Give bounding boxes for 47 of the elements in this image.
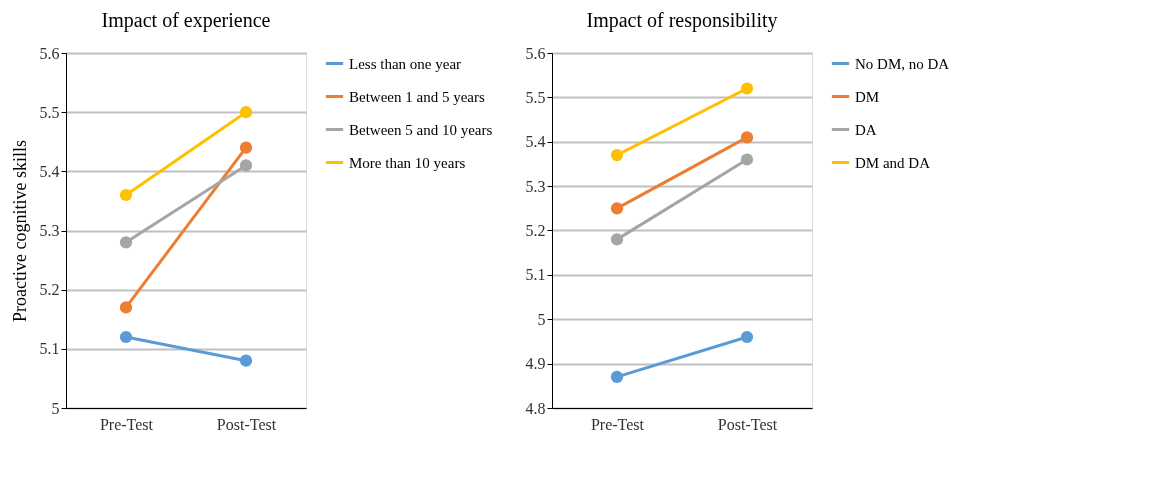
point (239, 106, 253, 119)
legend-label: DM and DA (855, 154, 931, 171)
y-tick-label: 4.9 (525, 355, 546, 373)
legend-label: More than 10 years (349, 154, 466, 171)
y-tick-label: 5.3 (525, 177, 546, 195)
y-axis-title: Proactive cognitive skills (9, 140, 30, 322)
y-tick-label: 5.6 (39, 44, 60, 62)
point (119, 236, 133, 249)
point (239, 354, 253, 367)
legend-label: DA (855, 121, 877, 138)
chart-title: Impact of responsibility (586, 9, 778, 32)
y-tick-label: 5.6 (525, 44, 546, 62)
point (610, 233, 624, 246)
legend-label: DM (855, 88, 880, 105)
x-tick-label: Pre-Test (590, 415, 645, 433)
point (239, 159, 253, 172)
x-tick-label: Pre-Test (99, 415, 154, 433)
point (119, 188, 133, 202)
chart-title: Impact of experience (101, 9, 271, 32)
x-tick-label: Post-Test (717, 415, 778, 433)
point (239, 141, 253, 154)
legend-label: Less than one year (349, 55, 462, 72)
point (610, 148, 624, 162)
point (119, 301, 133, 314)
y-tick-label: 5.4 (39, 162, 60, 180)
point (740, 330, 754, 344)
y-tick-label: 5 (51, 399, 60, 417)
point (740, 82, 754, 95)
y-tick-label: 5.4 (525, 133, 546, 151)
point (610, 370, 624, 384)
legend-label: Between 1 and 5 years (349, 88, 485, 105)
y-tick-label: 4.8 (525, 399, 546, 417)
point (119, 330, 133, 344)
y-tick-label: 5.2 (525, 222, 546, 239)
point (740, 153, 754, 166)
y-tick-label: 5.1 (39, 340, 60, 358)
y-tick-label: 5 (537, 310, 546, 328)
legend-label: No DM, no DA (855, 55, 950, 72)
y-tick-label: 5.1 (525, 266, 546, 284)
y-tick-label: 5.5 (525, 88, 546, 106)
y-tick-label: 5.5 (39, 103, 60, 121)
x-tick-label: Post-Test (216, 415, 277, 433)
legend-label: Between 5 and 10 years (349, 121, 493, 138)
point (740, 131, 754, 144)
point (610, 202, 624, 215)
y-tick-label: 5.3 (39, 222, 60, 239)
y-tick-label: 5.2 (39, 281, 60, 299)
